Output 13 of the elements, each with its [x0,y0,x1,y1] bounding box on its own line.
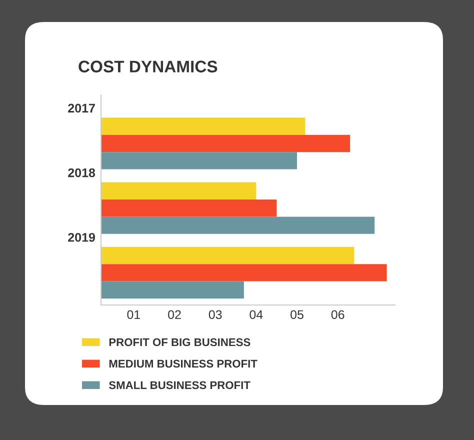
x-tick-label: 06 [331,310,344,320]
x-tick-label: 05 [290,310,304,320]
y-tick-label: 2017 [68,104,95,113]
x-tick-label: 01 [127,310,140,320]
legend-label: MEDIUM BUSINESS PROFIT [109,360,258,368]
x-tick-label: 04 [250,310,263,320]
x-tick-label: 02 [168,310,181,320]
y-tick-label: 2019 [68,232,95,242]
legend-label: SMALL BUSINESS PROFIT [108,381,250,390]
chart-title: COST DYNAMICS [78,60,218,72]
y-tick-label: 2018 [68,168,96,178]
x-tick-label: 03 [208,310,222,320]
legend-label: PROFIT OF BIG BUSINESS [109,338,250,346]
